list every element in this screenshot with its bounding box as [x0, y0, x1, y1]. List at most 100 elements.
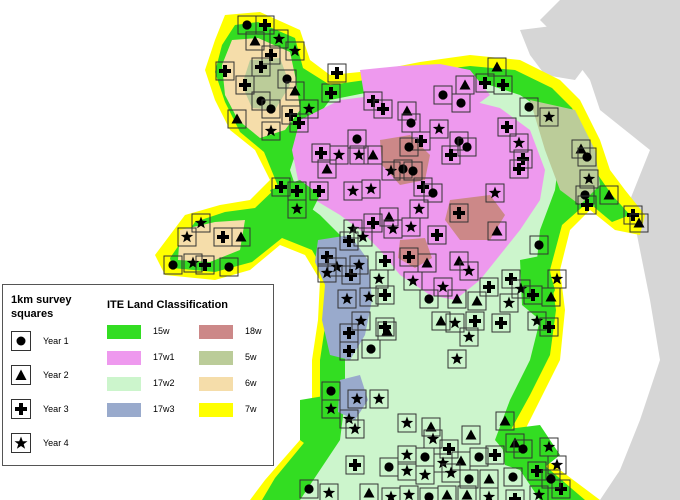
year-4-marker [362, 290, 376, 303]
survey-square-year-2 [487, 221, 507, 241]
year-1-marker [454, 136, 464, 146]
year-3-marker [501, 121, 513, 133]
year-1-marker [256, 96, 266, 106]
legend-square-year-1 [11, 331, 31, 351]
survey-square-year-2 [541, 287, 561, 307]
year-4-marker [384, 164, 398, 177]
year-1-marker [428, 188, 438, 198]
year-4-marker [582, 172, 596, 185]
survey-square-year-4 [485, 183, 505, 203]
survey-square-year-4 [423, 429, 443, 449]
year-3-marker [379, 321, 391, 333]
year-4-marker [532, 488, 546, 500]
year-4-marker [340, 292, 354, 305]
year-4-marker [406, 274, 420, 287]
survey-square-year-3 [497, 117, 517, 137]
map-legend: 1km survey squares Year 1 Year 2 Year 3 … [2, 284, 274, 466]
survey-square-year-4 [459, 261, 479, 281]
label-17w1: 17w1 [153, 352, 175, 362]
year-4-marker [330, 260, 344, 273]
survey-square-year-3 [363, 91, 383, 111]
swatch-15w [107, 325, 141, 339]
year-4-marker [488, 186, 502, 199]
label-17w3: 17w3 [153, 404, 175, 414]
year-3-marker [497, 79, 509, 91]
year-2-marker [425, 421, 437, 432]
survey-square-year-2 [245, 31, 265, 51]
year-3-marker [453, 207, 465, 219]
year-1-marker [582, 152, 592, 162]
land-class-6w-lleyn [178, 220, 245, 262]
legend-survey-title: 1km survey squares [11, 294, 72, 320]
year-3-marker [325, 87, 337, 99]
year-3-marker [331, 67, 343, 79]
year-2-marker [249, 35, 261, 46]
survey-square-year-1 [449, 131, 469, 151]
survey-square-year-4 [353, 227, 373, 247]
year-1-marker [282, 74, 292, 84]
year-3-marker [275, 181, 287, 193]
survey-square-year-2 [505, 433, 525, 453]
year-3-marker [313, 185, 325, 197]
year-3-marker [285, 109, 297, 121]
survey-square-year-3 [215, 61, 235, 81]
survey-square-year-4 [397, 413, 417, 433]
survey-square-year-3 [261, 45, 281, 65]
year-4-marker [400, 416, 414, 429]
survey-square-year-2 [377, 321, 397, 341]
survey-square-year-2 [417, 253, 437, 273]
year-3-marker [377, 103, 389, 115]
year-1-marker [534, 240, 544, 250]
survey-square-year-1 [513, 439, 533, 459]
year-4-marker [352, 148, 366, 161]
year-3-marker [527, 289, 539, 301]
survey-square-year-1 [361, 339, 381, 359]
survey-square-year-3 [527, 461, 547, 481]
survey-square-year-4 [337, 289, 357, 309]
triangle-icon [15, 369, 27, 380]
year-4-marker [418, 468, 432, 481]
year-4-marker [402, 488, 416, 500]
survey-square-year-3 [505, 489, 525, 500]
year-3-marker [239, 79, 251, 91]
year-2-marker [471, 295, 483, 306]
year-4-marker [180, 230, 194, 243]
survey-square-year-3 [501, 269, 521, 289]
survey-square-year-4 [445, 313, 465, 333]
year-2-marker [459, 79, 471, 90]
survey-square-year-3 [255, 15, 275, 35]
survey-square-year-3 [465, 311, 485, 331]
year-3-marker [349, 459, 361, 471]
survey-square-year-3 [235, 75, 255, 95]
year-2-marker [381, 325, 393, 336]
survey-square-year-4 [339, 409, 359, 429]
survey-square-year-4 [261, 121, 281, 141]
legend-square-year-2 [11, 365, 31, 385]
year-4-marker [342, 412, 356, 425]
wirral-land [520, 25, 590, 80]
survey-square-year-4 [509, 133, 529, 153]
year-4-marker [320, 266, 334, 279]
legend-class-17w2: 17w2 [107, 377, 197, 393]
year-4-marker [550, 458, 564, 471]
year-3-marker [315, 147, 327, 159]
year-4-marker [350, 392, 364, 405]
year-3-marker [265, 49, 277, 61]
year-4-marker [384, 490, 398, 500]
year-4-marker [290, 202, 304, 215]
year-3-marker [217, 231, 229, 243]
year-3-marker [469, 315, 481, 327]
label-15w: 15w [153, 326, 170, 336]
legend-class-7w: 7w [199, 403, 289, 419]
survey-square-year-3 [373, 99, 393, 119]
land-class-18w-patch-3 [398, 238, 432, 268]
survey-square-year-1 [219, 257, 239, 277]
survey-square-year-2 [421, 417, 441, 437]
year-2-marker [235, 231, 247, 242]
survey-square-year-2 [457, 485, 477, 500]
year-4-marker [482, 490, 496, 500]
survey-square-year-3 [441, 145, 461, 165]
label-6w: 6w [245, 378, 257, 388]
survey-square-year-1 [519, 97, 539, 117]
